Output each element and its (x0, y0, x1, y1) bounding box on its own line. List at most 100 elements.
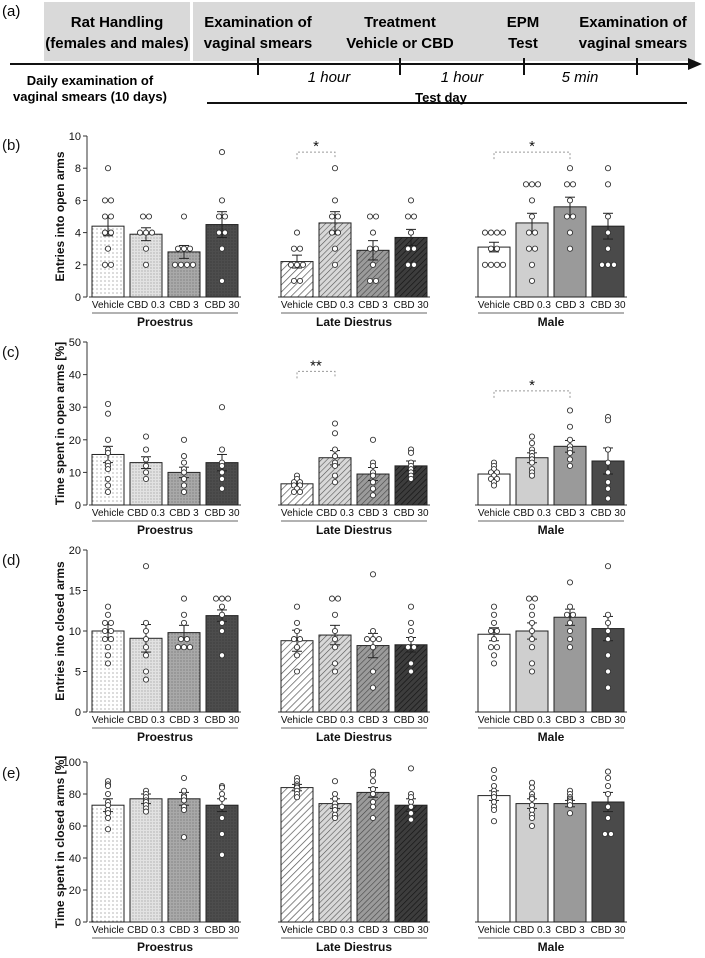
data-point (180, 436, 188, 443)
data-point (142, 619, 150, 626)
group-proestrus: Vehicle CBD 0.3 CBD 3 CBD 30 Proestrus (89, 563, 241, 744)
data-point (104, 165, 112, 172)
data-point (107, 636, 115, 643)
group-label: Late Diestrus (316, 523, 392, 537)
y-axis-label: Time spent in closed arms [%] (53, 756, 67, 929)
data-point (569, 611, 577, 618)
data-point (180, 797, 188, 804)
data-point (487, 229, 495, 236)
data-point (528, 644, 536, 651)
data-point (104, 466, 112, 473)
y-tick-label: 0 (75, 292, 81, 304)
data-point (566, 462, 574, 469)
data-point (604, 245, 612, 252)
data-point (293, 261, 301, 268)
bar (280, 787, 314, 923)
panel-label-a: (a) (2, 3, 20, 20)
data-point (142, 245, 150, 252)
data-point (328, 595, 336, 602)
x-tick-label: CBD 0.3 (127, 925, 165, 936)
data-point (528, 261, 536, 268)
timeline-box-5-line2: vaginal smears (579, 35, 687, 52)
data-point (142, 261, 150, 268)
timeline-box-5-line1: Examination of (579, 14, 688, 31)
x-tick-label: CBD 3 (169, 715, 199, 726)
data-point (366, 213, 374, 220)
data-point (493, 627, 501, 635)
data-point (369, 571, 377, 578)
data-point (410, 261, 418, 268)
data-point (528, 636, 536, 643)
data-point (563, 611, 571, 618)
significance-bracket (296, 370, 336, 379)
data-point (142, 808, 150, 815)
data-point (331, 644, 339, 651)
data-point (410, 644, 418, 651)
data-point (598, 261, 606, 268)
group-label: Proestrus (137, 315, 193, 329)
data-point (331, 668, 339, 675)
data-point (104, 488, 112, 496)
data-point (189, 261, 197, 268)
x-tick-label: CBD 30 (590, 715, 625, 726)
group-proestrus: Vehicle CBD 0.3 CBD 3 CBD 30 Proestrus (89, 400, 241, 537)
data-point (369, 644, 377, 651)
data-point (104, 826, 112, 833)
data-point (107, 213, 115, 220)
data-point (218, 619, 226, 626)
data-point (407, 627, 415, 635)
data-point (215, 229, 223, 236)
x-tick-label: Vehicle (92, 715, 125, 726)
data-point (404, 261, 412, 268)
data-point (331, 420, 339, 427)
data-point (604, 229, 612, 236)
bar (205, 804, 239, 923)
data-point (142, 446, 150, 453)
data-point (290, 488, 298, 496)
data-point (604, 668, 612, 675)
data-point (499, 261, 507, 268)
data-point (528, 440, 536, 447)
bar (91, 804, 125, 923)
y-tick-label: 40 (69, 853, 81, 865)
data-point (218, 404, 226, 411)
interval-label-3: 5 min (562, 69, 599, 86)
data-point (290, 277, 298, 284)
bar (167, 251, 201, 298)
data-point (101, 229, 109, 236)
data-point (331, 472, 339, 479)
bar (553, 445, 587, 506)
y-tick-label: 0 (75, 917, 81, 929)
data-point (481, 261, 489, 268)
x-tick-label: CBD 30 (393, 508, 428, 519)
x-tick-label: CBD 3 (555, 715, 585, 726)
x-tick-label: CBD 3 (358, 925, 388, 936)
data-point (101, 197, 109, 204)
group-proestrus: Vehicle CBD 0.3 CBD 3 CBD 30 Proestrus (89, 149, 241, 329)
data-point (104, 475, 112, 482)
y-tick-label: 5 (75, 667, 81, 679)
bar (553, 803, 587, 923)
data-point (604, 636, 612, 643)
data-point (180, 213, 188, 220)
data-point (604, 469, 612, 476)
group-label: Late Diestrus (316, 730, 392, 744)
data-point (331, 197, 339, 204)
data-point (404, 213, 412, 220)
data-point (180, 488, 188, 496)
x-tick-label: Vehicle (281, 508, 314, 519)
data-point (104, 245, 112, 252)
data-point (107, 619, 115, 626)
data-point (369, 636, 377, 643)
data-point (215, 213, 223, 220)
data-point (104, 449, 112, 456)
data-point (218, 627, 226, 635)
y-tick-label: 80 (69, 789, 81, 801)
data-point (569, 213, 577, 220)
x-tick-label: CBD 30 (393, 925, 428, 936)
data-point (180, 611, 188, 618)
data-point (142, 456, 150, 463)
